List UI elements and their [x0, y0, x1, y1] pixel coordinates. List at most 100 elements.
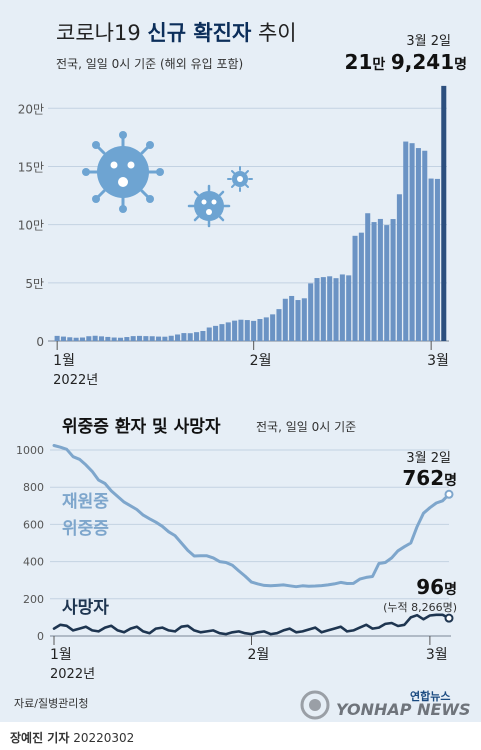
- title-bold: 신규 확진자: [147, 21, 252, 45]
- bar: [396, 194, 402, 341]
- yonhap-logo-mark: [300, 690, 330, 720]
- y-tick-label: 600: [23, 518, 44, 531]
- bar: [251, 320, 257, 341]
- bar: [409, 143, 415, 341]
- bar: [60, 336, 66, 341]
- bar: [289, 295, 295, 341]
- y-tick-label: 0: [36, 335, 44, 349]
- bar: [320, 277, 326, 341]
- callout-deaths-note: (누적 8,266명): [383, 601, 457, 614]
- bar: [339, 274, 345, 341]
- bar: [422, 150, 428, 341]
- bar: [187, 333, 193, 341]
- chart-subtitle: 전국, 일일 0시 기준 (해외 유입 포함): [56, 57, 244, 71]
- virus-icon-medium: [187, 184, 231, 228]
- bar: [238, 319, 244, 341]
- y-tick-label: 15만: [18, 160, 44, 174]
- source-text: 자료/질병관리청: [14, 697, 89, 710]
- bar: [244, 320, 250, 341]
- yonhap-logo-sub: YONHAP NEWS: [336, 700, 471, 719]
- bar: [79, 337, 85, 341]
- bar: [346, 275, 352, 341]
- bar-highlight: [441, 85, 447, 341]
- callout-top-value-big: 21: [344, 50, 373, 74]
- title-prefix: 코로나19: [56, 21, 141, 45]
- x-tick-label: 2월: [248, 647, 270, 663]
- bar: [149, 336, 155, 341]
- bar: [314, 278, 320, 341]
- virus-icon-large: [82, 131, 164, 213]
- y-tick-label: 1000: [16, 444, 44, 457]
- bar: [111, 337, 117, 341]
- series-end-marker: [444, 489, 454, 499]
- callout-top-unit-big: 만: [372, 57, 386, 73]
- series-line: [52, 444, 451, 589]
- virus-icon-small: [227, 166, 253, 192]
- bar: [168, 335, 174, 341]
- byline: 장예진 기자 20220302: [10, 729, 134, 746]
- y-tick-label: 200: [23, 593, 44, 606]
- bar: [181, 333, 187, 341]
- bar: [105, 336, 111, 341]
- x-tick-label: 1월: [50, 647, 72, 663]
- bar: [117, 337, 124, 341]
- bar: [206, 327, 212, 341]
- series-end-marker: [444, 613, 454, 623]
- callout-severe-number: 762: [402, 466, 445, 490]
- bar: [415, 148, 421, 341]
- callout-deaths-value: 96명: [416, 575, 457, 599]
- bar: [390, 219, 396, 341]
- bar: [377, 218, 383, 341]
- x-tick-sublabel: 2022년: [53, 373, 98, 388]
- bar: [162, 336, 168, 341]
- bar: [143, 336, 149, 341]
- chart-title: 코로나19 신규 확진자 추이: [56, 17, 297, 47]
- bar: [213, 325, 219, 341]
- bar: [98, 336, 105, 341]
- bar: [73, 337, 79, 341]
- y-tick-label: 5만: [25, 277, 44, 291]
- callout-severe-value: 762명: [402, 466, 457, 490]
- yonhap-logo-text: 연합뉴스: [410, 690, 451, 703]
- bar: [219, 324, 225, 341]
- bar: [358, 232, 364, 341]
- bar: [257, 319, 263, 341]
- bar: [263, 317, 269, 341]
- byline-reporter: 장예진 기자: [10, 731, 70, 745]
- section2-subtitle: 전국, 일일 0시 기준: [256, 420, 357, 434]
- severe-series-label-line2: 위중증: [62, 519, 109, 539]
- byline-date: 20220302: [73, 731, 135, 745]
- bar: [130, 336, 136, 341]
- bar: [308, 283, 314, 341]
- bar: [270, 314, 276, 341]
- yonhap-logo: 연합뉴스 YONHAP NEWS: [298, 690, 476, 720]
- callout-deaths-unit: 명: [444, 582, 457, 598]
- callout-top-unit-small: 명: [454, 57, 467, 73]
- new-cases-bar-chart: 0 5만 10만 15만 20만 1월 2022년 2월 3월: [18, 85, 449, 388]
- bar: [384, 225, 390, 341]
- bar: [67, 337, 73, 341]
- section2-title: 위중증 환자 및 사망자: [62, 417, 221, 437]
- bar: [295, 300, 301, 341]
- y-tick-label: 0: [37, 630, 44, 643]
- bar: [137, 335, 143, 341]
- bar: [434, 178, 440, 341]
- bar: [428, 178, 434, 341]
- bar: [282, 298, 288, 341]
- bar: [333, 278, 339, 341]
- callout-severe-date: 3월 2일: [406, 451, 451, 466]
- title-suffix: 추이: [257, 21, 297, 45]
- bar: [86, 336, 92, 341]
- deaths-series-label: 사망자: [62, 598, 109, 618]
- x-tick-label: 1월: [53, 353, 75, 369]
- bar: [232, 320, 238, 341]
- callout-top-date: 3월 2일: [406, 34, 451, 49]
- x-tick-label: 2월: [250, 353, 272, 369]
- bar: [54, 335, 60, 341]
- bar: [276, 309, 282, 341]
- severe-series-label-line1: 재원중: [62, 492, 109, 512]
- y-tick-label: 20만: [18, 102, 44, 116]
- bar: [175, 334, 181, 341]
- x-tick-label: 3월: [426, 647, 448, 663]
